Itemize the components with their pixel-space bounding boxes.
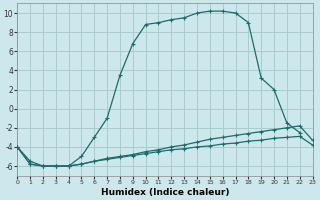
X-axis label: Humidex (Indice chaleur): Humidex (Indice chaleur) <box>101 188 229 197</box>
